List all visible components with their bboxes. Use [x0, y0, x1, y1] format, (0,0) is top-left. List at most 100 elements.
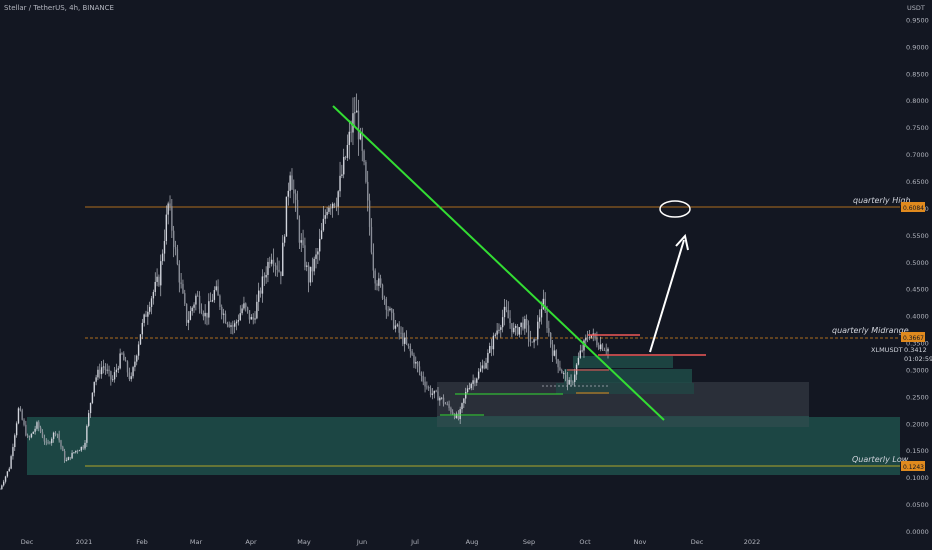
- candle-body: [1, 485, 3, 489]
- candle-body: [324, 215, 326, 219]
- candle-body: [590, 335, 593, 338]
- candle-body: [158, 276, 160, 286]
- candle-body: [494, 334, 496, 336]
- quarterly-midrange-label: quarterly Midrange: [832, 326, 909, 335]
- candle-body: [378, 278, 380, 286]
- price-tick-label: 0.0500: [906, 501, 929, 509]
- candle-body: [58, 434, 60, 441]
- candle-body: [280, 271, 282, 277]
- candle-body: [132, 367, 134, 377]
- descending-trendline[interactable]: [332, 105, 665, 421]
- target-circle[interactable]: [659, 200, 691, 218]
- candle-body: [15, 423, 18, 436]
- candle-body: [239, 313, 241, 321]
- candle-body: [509, 318, 511, 324]
- candle-body: [104, 366, 107, 371]
- candle-body: [588, 337, 591, 339]
- candle-body: [95, 377, 97, 382]
- candle-body: [422, 375, 424, 382]
- time-tick-label: Oct: [579, 538, 591, 546]
- candle-body: [535, 339, 537, 341]
- candle-body: [184, 293, 186, 304]
- candle-body: [237, 320, 240, 322]
- time-tick-label: Sep: [523, 538, 535, 546]
- candle-body: [429, 388, 432, 395]
- candle-body: [599, 344, 602, 350]
- candle-body: [250, 317, 253, 320]
- candle-body: [245, 303, 247, 308]
- candle-body: [56, 433, 58, 435]
- candle-body: [169, 203, 171, 207]
- candle-body: [448, 404, 450, 408]
- candle-body: [418, 366, 421, 373]
- candle-body: [197, 295, 199, 297]
- candle-body: [391, 308, 393, 313]
- candle-body: [28, 437, 31, 438]
- candle-body: [344, 156, 347, 158]
- time-axis[interactable]: Dec 2021 Feb Mar Apr May Jun Jul Aug Sep Oct Nov Dec…: [21, 538, 761, 546]
- price-tick-label: 0.4000: [906, 313, 929, 321]
- candle-body: [80, 446, 83, 451]
- candle-body: [313, 258, 315, 272]
- candle-body: [130, 376, 132, 380]
- candle-body: [607, 348, 609, 352]
- candle-body: [513, 327, 515, 333]
- candle-body: [243, 303, 245, 309]
- candle-body: [180, 282, 182, 284]
- zones-layer: [27, 356, 900, 475]
- candle-body: [119, 353, 121, 369]
- candle-body: [596, 338, 598, 346]
- candle-body: [550, 332, 552, 345]
- candle-body: [394, 325, 397, 329]
- price-tick-label: 0.3000: [906, 366, 929, 374]
- candle-body: [0, 488, 1, 490]
- candle-body: [115, 369, 118, 373]
- candle-body: [585, 337, 587, 341]
- candle-body: [102, 366, 105, 368]
- candle-body: [99, 369, 101, 375]
- price-tick-label: 0.6500: [906, 178, 929, 186]
- candle-body: [461, 403, 463, 410]
- candle-body: [527, 325, 530, 339]
- candle-body: [472, 380, 474, 384]
- candle-body: [274, 265, 277, 267]
- target-arrow-head[interactable]: [675, 233, 689, 251]
- candle-body: [444, 403, 447, 405]
- price-axis[interactable]: USDT 0.9500 0.9000 0.8500 0.8000 0.7500 0.700…: [906, 4, 929, 536]
- candle-body: [583, 340, 585, 351]
- candle-body: [319, 238, 321, 252]
- zone-box-2: [564, 369, 692, 383]
- target-arrow-shaft[interactable]: [649, 239, 685, 353]
- candle-body: [546, 310, 548, 329]
- candle-body: [489, 345, 491, 353]
- candle-body: [41, 432, 44, 438]
- candle-body: [254, 318, 256, 320]
- candle-body: [300, 240, 302, 243]
- candle-body: [470, 383, 472, 389]
- candle-body: [398, 324, 400, 333]
- candle-body: [213, 290, 216, 300]
- candle-body: [505, 306, 508, 311]
- candle-body: [440, 397, 443, 399]
- candle-body: [424, 381, 426, 387]
- candle-body: [348, 131, 350, 145]
- candle-body: [174, 247, 177, 250]
- candle-body: [343, 156, 345, 175]
- price-tick-label: 0.5500: [906, 232, 929, 240]
- candle-body: [113, 372, 116, 380]
- candle-body: [259, 290, 262, 294]
- candle-body: [49, 442, 51, 444]
- time-tick-label: 2021: [76, 538, 93, 546]
- candle-body: [76, 450, 79, 452]
- candle-body: [370, 226, 373, 253]
- candle-body: [381, 284, 384, 299]
- candle-body: [285, 196, 288, 237]
- candle-body: [88, 413, 90, 426]
- candle-body: [357, 110, 360, 140]
- candle-body: [209, 301, 212, 303]
- price-tick-label: 0.9500: [906, 16, 929, 24]
- time-tick-label: Jun: [356, 538, 367, 546]
- candle-body: [507, 310, 509, 319]
- candle-body: [341, 174, 343, 176]
